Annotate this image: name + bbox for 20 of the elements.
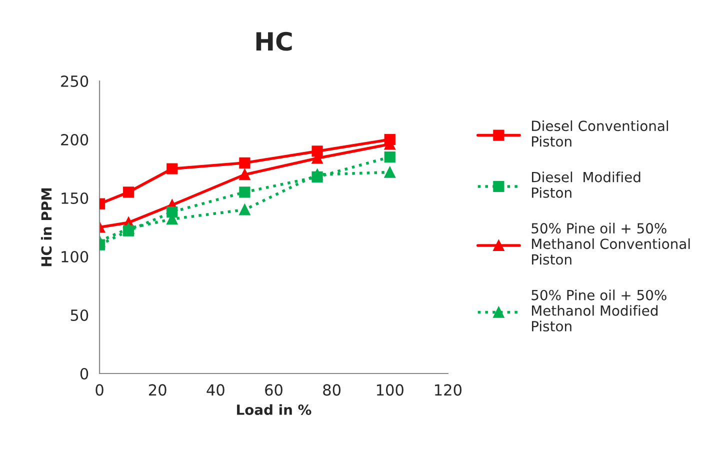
legend-label: Diesel Modified Piston [532,172,640,198]
chart-title: HC [256,32,292,51]
x-tick-label: 20 [149,384,166,396]
legend-label: Diesel Conventional Piston [532,120,668,147]
x-tick-label: 80 [323,384,341,396]
x-tick-label: 0 [96,384,104,396]
x-axis-title: Load in % [237,404,312,416]
y-tick-label: 200 [61,134,88,146]
y-tick-label: 50 [70,309,88,322]
y-tick-label: 250 [61,75,88,88]
x-tick-label: 60 [265,384,282,396]
legend-label: 50% Pine oil + 50% Methanol Conventional Piston [532,222,690,265]
x-tick-label: 120 [435,384,462,396]
y-tick-label: 100 [62,250,88,263]
x-tick-label: 40 [206,384,224,396]
y-axis-title: HC in PPM [40,188,52,266]
y-tick-label: 150 [62,192,88,204]
x-tick-label: 100 [376,384,404,396]
y-tick-label: 0 [80,368,88,380]
legend-label: 50% Pine oil + 50% Methanol Modified Piston [532,290,666,332]
